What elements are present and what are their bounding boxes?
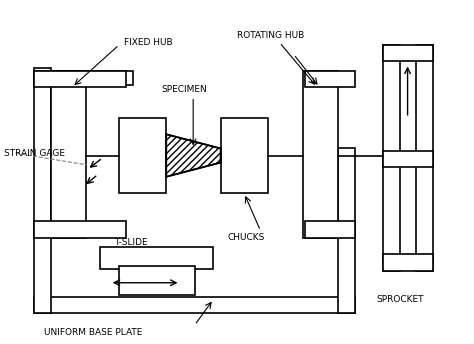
Bar xyxy=(100,247,213,269)
Bar xyxy=(383,151,433,167)
Bar xyxy=(383,45,400,271)
Text: SPECIMEN: SPECIMEN xyxy=(162,85,207,94)
Bar xyxy=(416,45,433,271)
Text: T-SLIDE: T-SLIDE xyxy=(115,238,148,247)
Text: ROTATING HUB: ROTATING HUB xyxy=(237,31,304,40)
Text: UNIFORM BASE PLATE: UNIFORM BASE PLATE xyxy=(44,328,142,337)
Bar xyxy=(305,71,355,87)
Bar xyxy=(35,297,355,313)
Bar xyxy=(383,255,433,271)
Bar xyxy=(35,71,133,85)
Bar xyxy=(303,71,338,238)
Bar xyxy=(305,222,355,238)
Bar xyxy=(119,118,166,193)
Bar xyxy=(220,118,268,193)
Bar xyxy=(338,149,355,313)
Bar xyxy=(35,71,126,87)
Text: CHUCKS: CHUCKS xyxy=(228,234,265,243)
Text: FIXED HUB: FIXED HUB xyxy=(124,38,173,47)
Bar xyxy=(35,68,51,313)
Bar xyxy=(119,266,195,294)
Text: SPROCKET: SPROCKET xyxy=(376,295,423,304)
Polygon shape xyxy=(166,134,220,177)
Text: STRAIN GAGE: STRAIN GAGE xyxy=(4,149,65,158)
Bar xyxy=(383,45,433,61)
Bar xyxy=(35,222,126,238)
Bar xyxy=(51,71,86,238)
